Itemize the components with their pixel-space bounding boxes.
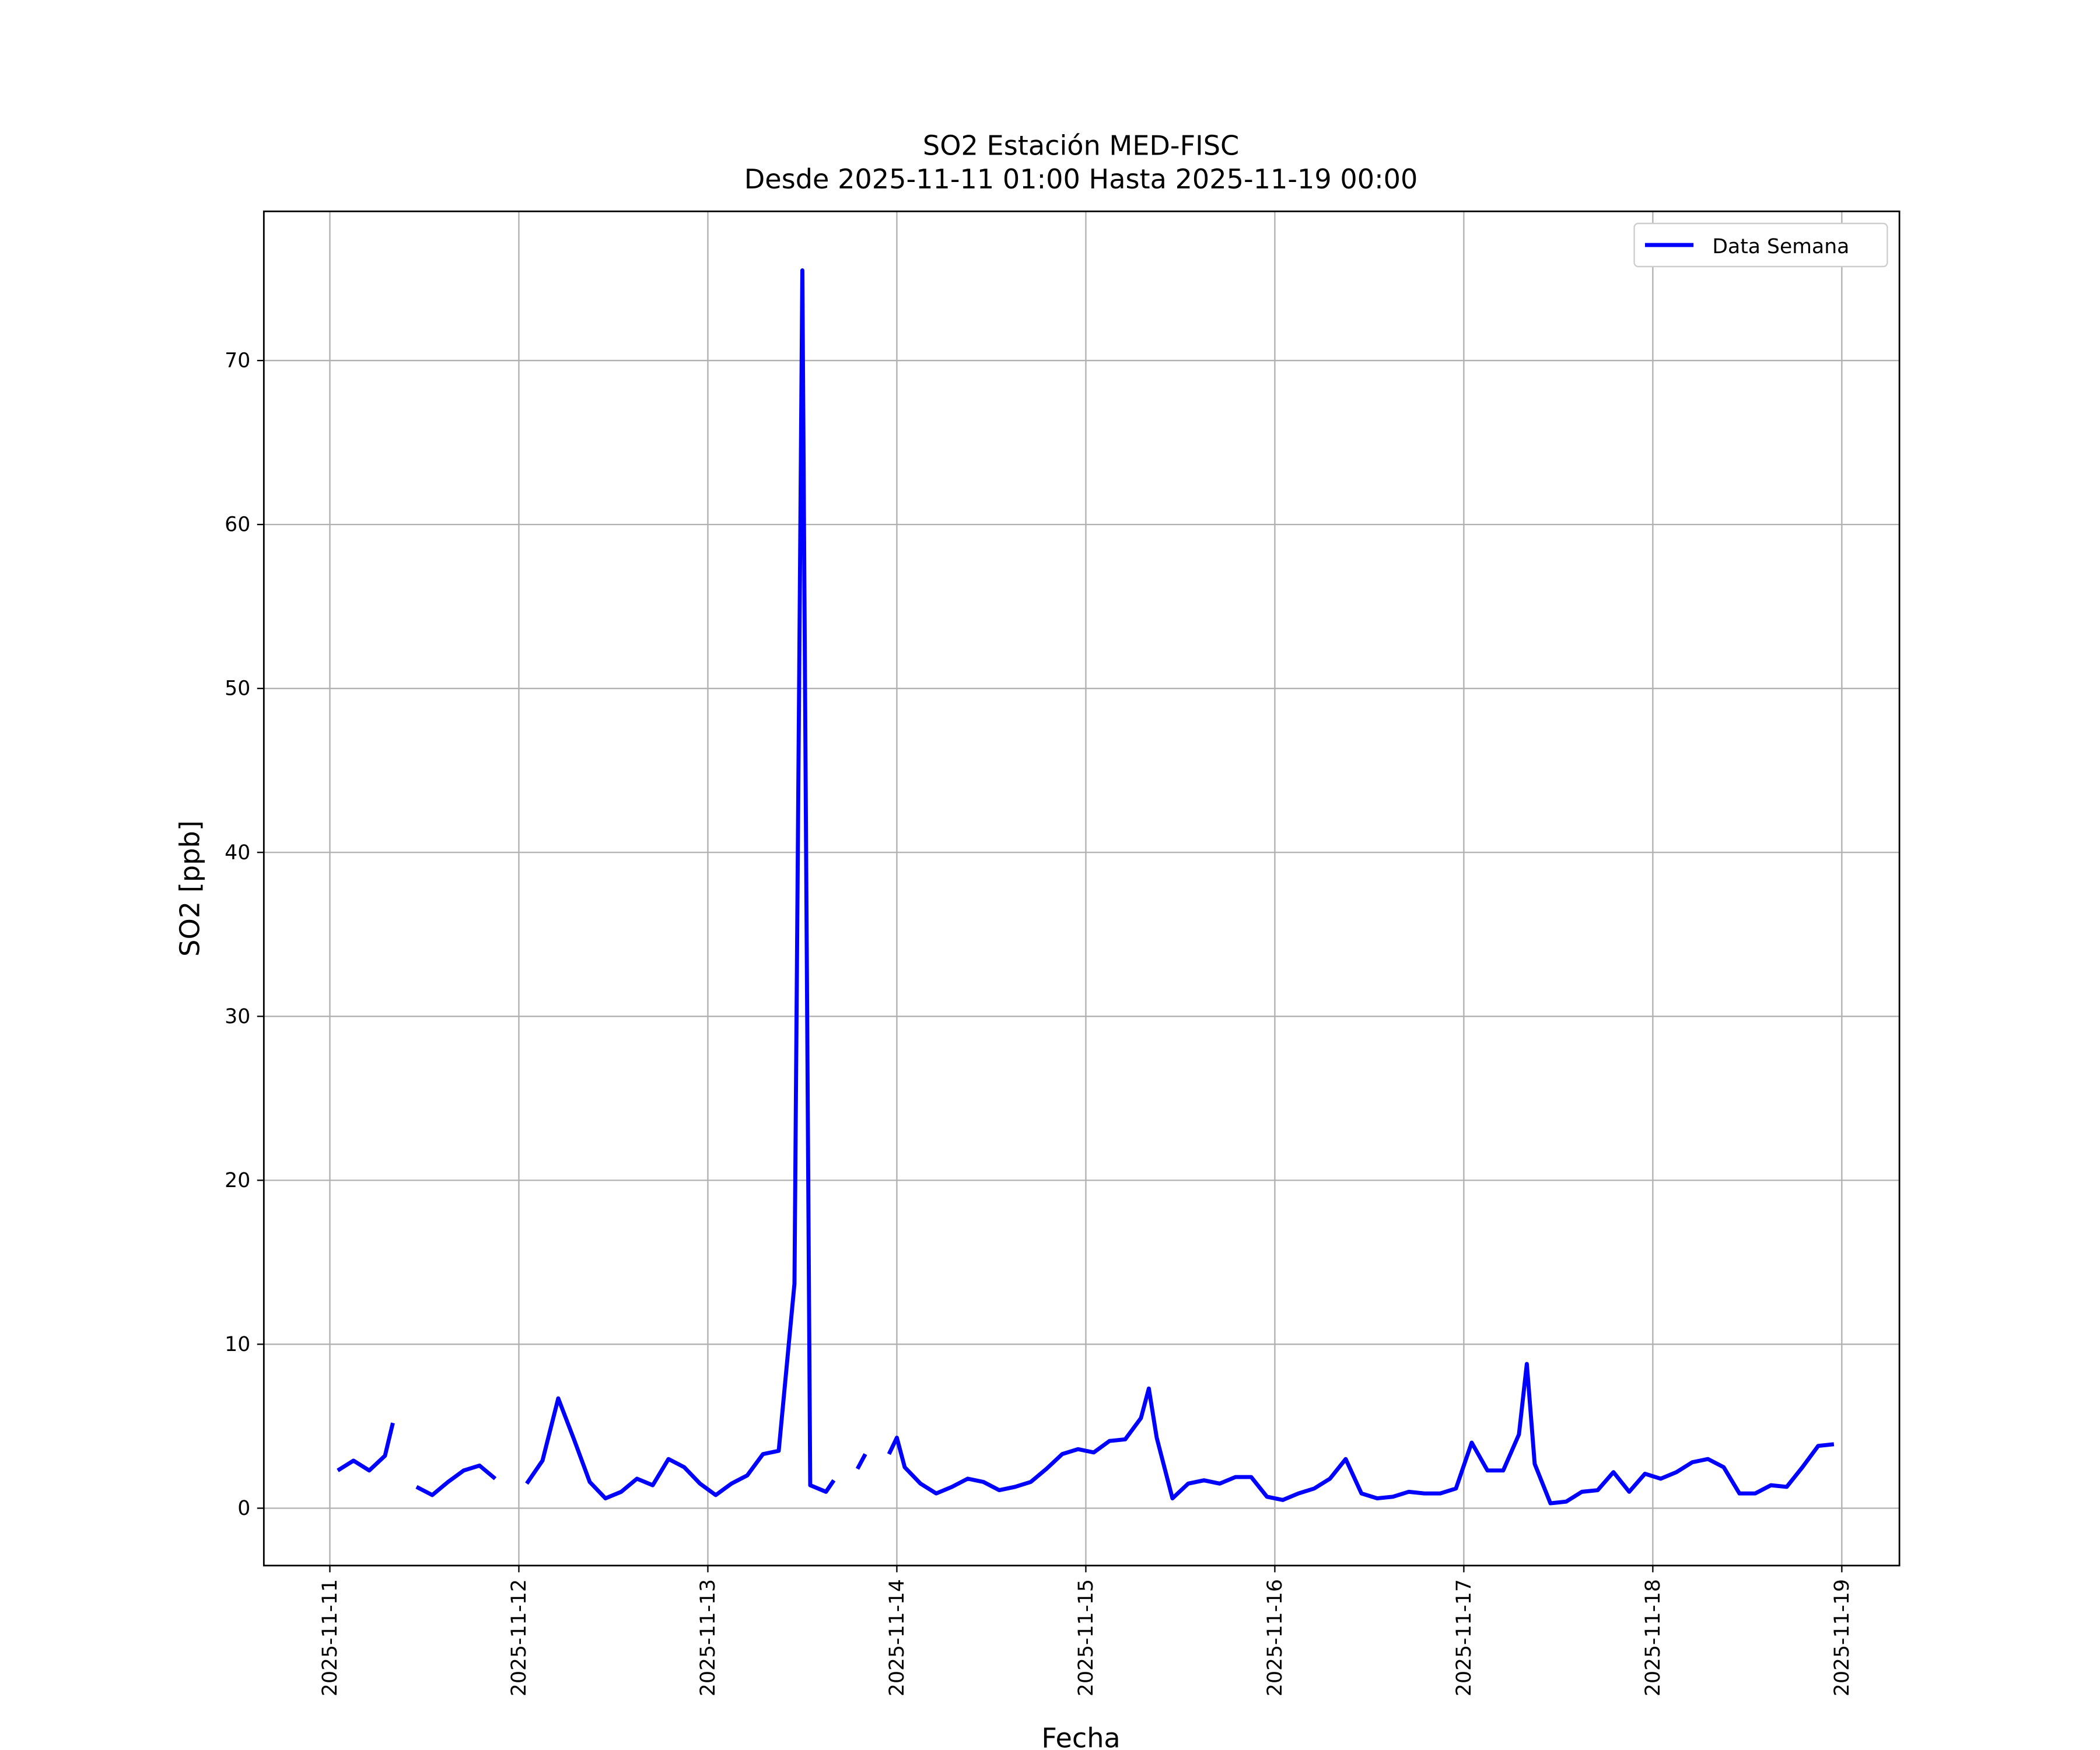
y-tick-label: 0 xyxy=(237,1497,250,1520)
y-tick-label: 50 xyxy=(225,677,250,701)
y-tick-label: 60 xyxy=(225,513,250,537)
x-tick-label: 2025-11-18 xyxy=(1642,1579,1665,1696)
x-tick-label: 2025-11-13 xyxy=(696,1579,720,1696)
y-tick-label: 20 xyxy=(225,1169,250,1192)
x-tick-label: 2025-11-19 xyxy=(1831,1579,1854,1696)
y-tick-label: 10 xyxy=(225,1333,250,1356)
chart-subtitle: Desde 2025-11-11 01:00 Hasta 2025-11-19 … xyxy=(744,163,1418,195)
x-axis-label: Fecha xyxy=(1041,1722,1120,1750)
y-tick-label: 30 xyxy=(225,1005,250,1028)
plot-frame xyxy=(262,210,1901,1567)
x-tick-label: 2025-11-14 xyxy=(886,1579,909,1696)
x-tick-label: 2025-11-12 xyxy=(508,1579,531,1696)
data-line xyxy=(337,268,1835,1506)
chart-title: SO2 Estación MED-FISC xyxy=(923,130,1239,161)
legend-box xyxy=(1633,222,1888,268)
legend-label: Data Semana xyxy=(1712,235,1849,258)
x-tick-label: 2025-11-15 xyxy=(1074,1579,1098,1696)
y-axis-label: SO2 [ppb] xyxy=(174,820,206,957)
y-tick-label: 40 xyxy=(225,841,250,864)
x-tick-label: 2025-11-11 xyxy=(318,1579,342,1696)
x-tick-label: 2025-11-16 xyxy=(1264,1579,1287,1696)
x-tick-label: 2025-11-17 xyxy=(1452,1579,1476,1696)
y-tick-label: 70 xyxy=(225,349,250,373)
